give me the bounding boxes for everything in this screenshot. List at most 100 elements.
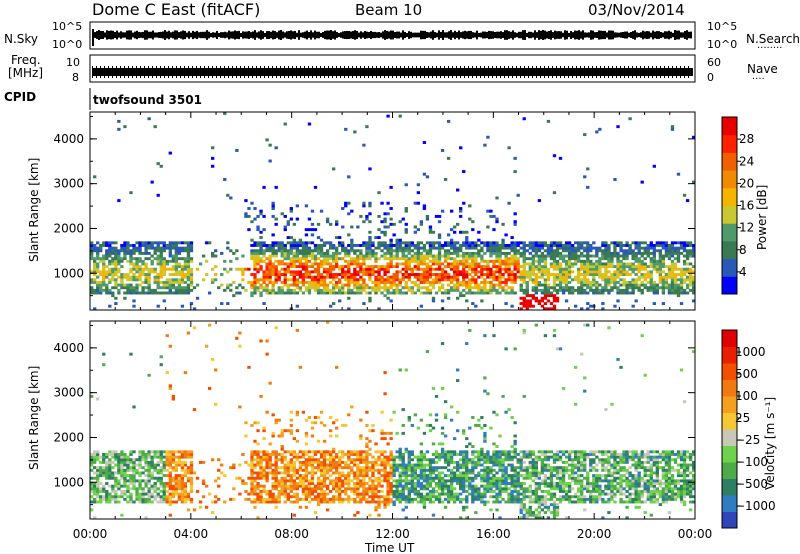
heatmap-cell: [383, 225, 387, 229]
heatmap-cell: [589, 254, 593, 258]
heatmap-cell: [147, 479, 151, 483]
heatmap-cell: [183, 291, 188, 295]
heatmap-cell: [501, 267, 505, 271]
heatmap-cell: [673, 291, 678, 295]
heatmap-cell: [404, 270, 408, 274]
heatmap-cell: [111, 286, 115, 290]
heatmap-cell: [241, 479, 245, 483]
heatmap-cell: [126, 466, 130, 470]
heatmap-cell: [380, 489, 384, 493]
heatmap-cell: [186, 262, 191, 266]
heatmap-cell: [159, 280, 163, 284]
heatmap-cell: [271, 291, 275, 295]
heatmap-cell: [501, 280, 505, 284]
heatmap-cell: [637, 283, 641, 287]
heatmap-cell: [691, 275, 696, 279]
heatmap-cell: [670, 291, 675, 295]
heatmap-cell: [319, 254, 324, 258]
heatmap-cell: [265, 466, 269, 470]
heatmap-cell: [159, 273, 163, 276]
heatmap-cell: [168, 384, 172, 388]
heatmap-cell: [250, 257, 254, 261]
noise-sample: [640, 32, 642, 38]
heatmap-cell: [371, 482, 375, 485]
heatmap-cell: [304, 262, 309, 266]
noise-left-tick-top: 10^5: [52, 20, 82, 33]
heatmap-cell: [546, 275, 551, 279]
heatmap-cell: [307, 489, 312, 493]
heatmap-cell: [304, 492, 309, 496]
heatmap-cell: [543, 267, 548, 271]
heatmap-cell: [558, 270, 563, 274]
heatmap-cell: [150, 474, 154, 478]
heatmap-cell: [277, 259, 281, 263]
heatmap-cell: [150, 466, 154, 470]
heatmap-cell: [135, 458, 139, 462]
heatmap-cell: [307, 254, 312, 258]
heatmap-cell: [250, 453, 254, 456]
heatmap-cell: [495, 244, 499, 247]
heatmap-cell: [274, 222, 278, 226]
noise-sample: [660, 32, 662, 38]
heatmap-cell: [126, 249, 130, 253]
heatmap-cell: [338, 500, 342, 504]
heatmap-cell: [670, 275, 675, 279]
heatmap-cell: [286, 497, 290, 501]
heatmap-cell: [280, 447, 284, 451]
heatmap-cell: [664, 246, 669, 250]
heatmap-cell: [459, 209, 463, 213]
heatmap-cell: [280, 453, 284, 456]
heatmap-cell: [332, 495, 336, 499]
heatmap-cell: [111, 487, 115, 491]
heatmap-cell: [93, 262, 97, 266]
heatmap-cell: [256, 495, 260, 499]
heatmap-cell: [558, 273, 563, 276]
heatmap-cell: [126, 455, 130, 459]
heatmap-cell: [138, 251, 142, 255]
heatmap-cell: [289, 283, 293, 287]
heatmap-cell: [250, 294, 254, 298]
heatmap-cell: [368, 212, 372, 216]
heatmap-cell: [619, 262, 623, 266]
heatmap-cell: [247, 476, 251, 480]
heatmap-cell: [589, 249, 593, 253]
heatmap-cell: [673, 251, 678, 255]
heatmap-cell: [392, 275, 396, 279]
heatmap-cell: [362, 283, 366, 287]
noise-sample: [170, 32, 172, 38]
heatmap-cell: [123, 257, 127, 261]
heatmap-cell: [156, 262, 160, 266]
heatmap-cell: [404, 249, 408, 253]
heatmap-cell: [543, 270, 548, 274]
heatmap-cell: [186, 286, 191, 290]
heatmap-cell: [168, 466, 172, 470]
heatmap-cell: [162, 299, 166, 303]
freq-sample: [496, 66, 497, 78]
heatmap-cell: [528, 267, 532, 271]
heatmap-cell: [283, 495, 287, 499]
heatmap-cell: [607, 275, 611, 279]
heatmap-cell: [220, 251, 224, 255]
heatmap-cell: [380, 463, 384, 467]
heatmap-cell: [283, 225, 287, 229]
heatmap-cell: [165, 286, 169, 290]
heatmap-cell: [386, 201, 390, 205]
heatmap-cell: [567, 259, 572, 263]
heatmap-cell: [141, 495, 145, 499]
heatmap-cell: [298, 479, 303, 483]
heatmap-cell: [168, 513, 172, 517]
heatmap-cell: [310, 426, 315, 430]
heatmap-cell: [256, 463, 260, 467]
heatmap-cell: [132, 471, 136, 475]
heatmap-cell: [658, 259, 663, 263]
heatmap-cell: [365, 450, 369, 454]
heatmap-cell: [679, 278, 684, 282]
heatmap-cell: [117, 119, 121, 123]
heatmap-cell: [480, 288, 484, 292]
heatmap-cell: [622, 270, 626, 274]
heatmap-cell: [295, 476, 300, 480]
heatmap-cell: [265, 497, 269, 501]
heatmap-cell: [332, 500, 336, 504]
heatmap-cell: [295, 429, 300, 433]
heatmap-cell: [307, 500, 312, 504]
